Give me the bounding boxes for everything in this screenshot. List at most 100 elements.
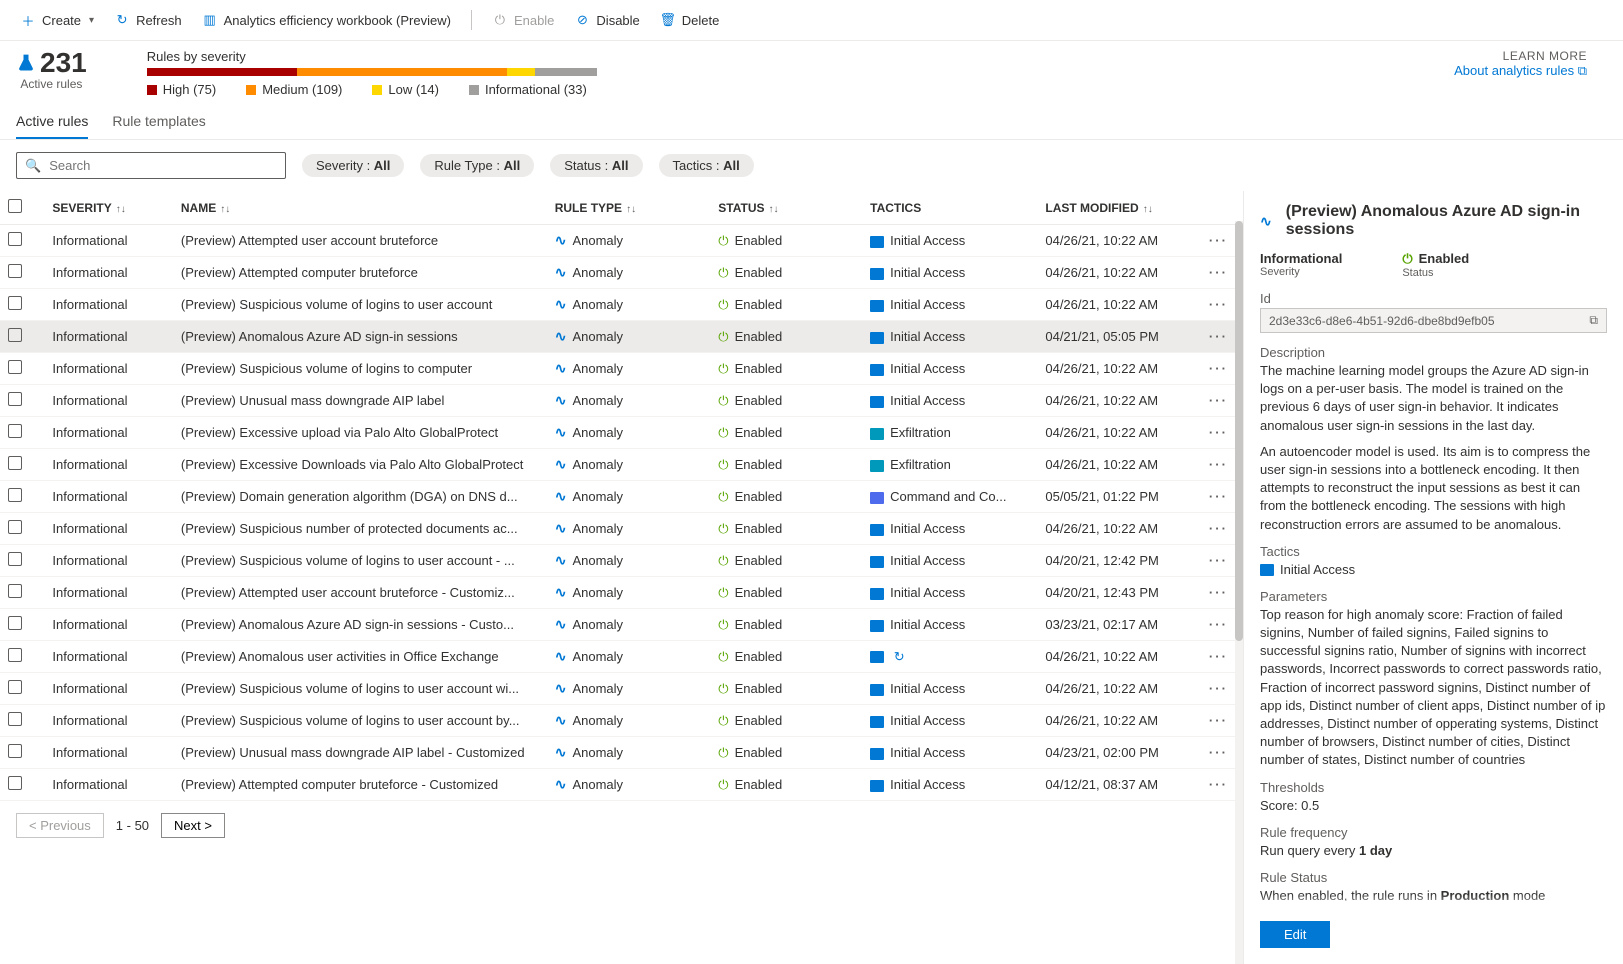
tab-rule-templates[interactable]: Rule templates: [112, 113, 205, 139]
filter-ruletype[interactable]: Rule Type : All: [420, 154, 534, 177]
tactic-icon: [870, 556, 884, 568]
more-icon[interactable]: ···: [1209, 361, 1228, 376]
row-checkbox[interactable]: [8, 424, 22, 438]
more-icon[interactable]: ···: [1209, 489, 1228, 504]
cell-severity: Informational: [44, 641, 173, 673]
table-row[interactable]: Informational(Preview) Excessive upload …: [0, 417, 1243, 449]
details-title: ∿ (Preview) Anomalous Azure AD sign-in s…: [1260, 203, 1607, 239]
more-icon[interactable]: ···: [1209, 233, 1228, 248]
row-checkbox[interactable]: [8, 456, 22, 470]
power-icon: ⏻: [718, 713, 728, 728]
col-tactics[interactable]: TACTICS: [862, 191, 1037, 225]
more-icon[interactable]: ···: [1209, 425, 1228, 440]
row-checkbox[interactable]: [8, 584, 22, 598]
workbook-button[interactable]: ▥ Analytics efficiency workbook (Preview…: [194, 8, 459, 32]
cell-status: ⏻Enabled: [710, 353, 862, 385]
table-row[interactable]: Informational(Preview) Suspicious volume…: [0, 353, 1243, 385]
create-label: Create: [42, 13, 81, 28]
col-ruletype[interactable]: RULE TYPE↑↓: [547, 191, 711, 225]
table-row[interactable]: Informational(Preview) Attempted compute…: [0, 257, 1243, 289]
table-row[interactable]: Informational(Preview) Anomalous Azure A…: [0, 321, 1243, 353]
rules-count-label: Active rules: [20, 77, 82, 91]
table-row[interactable]: Informational(Preview) Domain generation…: [0, 481, 1243, 513]
filter-status[interactable]: Status : All: [550, 154, 642, 177]
search-box[interactable]: 🔍: [16, 152, 286, 179]
table-row[interactable]: Informational(Preview) Excessive Downloa…: [0, 449, 1243, 481]
more-icon[interactable]: ···: [1209, 457, 1228, 472]
table-row[interactable]: Informational(Preview) Anomalous user ac…: [0, 641, 1243, 673]
table-row[interactable]: Informational(Preview) Suspicious volume…: [0, 545, 1243, 577]
more-icon[interactable]: ···: [1209, 393, 1228, 408]
cell-type: ∿Anomaly: [547, 769, 711, 801]
refresh-button[interactable]: ↻ Refresh: [106, 8, 190, 32]
table-row[interactable]: Informational(Preview) Suspicious volume…: [0, 289, 1243, 321]
cell-tactics: Initial Access: [862, 321, 1037, 353]
row-checkbox[interactable]: [8, 232, 22, 246]
more-icon[interactable]: ···: [1209, 265, 1228, 280]
col-name[interactable]: NAME↑↓: [173, 191, 547, 225]
more-icon[interactable]: ···: [1209, 617, 1228, 632]
more-icon[interactable]: ···: [1209, 681, 1228, 696]
cell-status: ⏻Enabled: [710, 417, 862, 449]
about-link[interactable]: About analytics rules ⧉: [1454, 63, 1587, 78]
row-checkbox[interactable]: [8, 488, 22, 502]
prev-button[interactable]: < Previous: [16, 813, 104, 838]
table-row[interactable]: Informational(Preview) Unusual mass down…: [0, 737, 1243, 769]
scrollbar-thumb[interactable]: [1235, 221, 1243, 641]
table-row[interactable]: Informational(Preview) Attempted user ac…: [0, 577, 1243, 609]
cell-status: ⏻Enabled: [710, 673, 862, 705]
table-row[interactable]: Informational(Preview) Suspicious number…: [0, 513, 1243, 545]
more-icon[interactable]: ···: [1209, 297, 1228, 312]
more-icon[interactable]: ···: [1209, 329, 1228, 344]
more-icon[interactable]: ···: [1209, 777, 1228, 792]
filter-tactics[interactable]: Tactics : All: [659, 154, 754, 177]
filter-severity[interactable]: Severity : All: [302, 154, 404, 177]
col-modified[interactable]: LAST MODIFIED↑↓: [1037, 191, 1201, 225]
col-severity[interactable]: SEVERITY↑↓: [44, 191, 173, 225]
select-all-checkbox[interactable]: [8, 199, 22, 213]
search-input[interactable]: [47, 157, 277, 174]
more-icon[interactable]: ···: [1209, 713, 1228, 728]
anomaly-icon: ∿: [555, 392, 567, 408]
col-status[interactable]: STATUS↑↓: [710, 191, 862, 225]
row-checkbox[interactable]: [8, 392, 22, 406]
row-checkbox[interactable]: [8, 616, 22, 630]
row-checkbox[interactable]: [8, 296, 22, 310]
row-checkbox[interactable]: [8, 680, 22, 694]
row-checkbox[interactable]: [8, 712, 22, 726]
table-row[interactable]: Informational(Preview) Unusual mass down…: [0, 385, 1243, 417]
row-checkbox[interactable]: [8, 776, 22, 790]
table-row[interactable]: Informational(Preview) Suspicious volume…: [0, 673, 1243, 705]
table-row[interactable]: Informational(Preview) Anomalous Azure A…: [0, 609, 1243, 641]
create-button[interactable]: ＋ Create ▾: [12, 8, 102, 32]
thresholds-label: Thresholds: [1260, 780, 1607, 795]
more-icon[interactable]: ···: [1209, 585, 1228, 600]
disable-button[interactable]: ⊘ Disable: [566, 8, 647, 32]
anomaly-icon: ∿: [555, 360, 567, 376]
row-checkbox[interactable]: [8, 520, 22, 534]
delete-button[interactable]: 🗑 Delete: [652, 8, 728, 32]
copy-icon[interactable]: ⧉: [1589, 313, 1598, 328]
more-icon[interactable]: ···: [1209, 521, 1228, 536]
cell-severity: Informational: [44, 449, 173, 481]
cell-tactics: Initial Access: [862, 385, 1037, 417]
more-icon[interactable]: ···: [1209, 745, 1228, 760]
row-checkbox[interactable]: [8, 648, 22, 662]
search-icon: 🔍: [25, 158, 41, 174]
edit-button[interactable]: Edit: [1260, 921, 1330, 948]
cell-severity: Informational: [44, 705, 173, 737]
next-button[interactable]: Next >: [161, 813, 225, 838]
more-icon[interactable]: ···: [1209, 553, 1228, 568]
table-row[interactable]: Informational(Preview) Attempted user ac…: [0, 225, 1243, 257]
table-row[interactable]: Informational(Preview) Suspicious volume…: [0, 705, 1243, 737]
table-row[interactable]: Informational(Preview) Attempted compute…: [0, 769, 1243, 801]
enable-button[interactable]: ⏻ Enable: [484, 8, 562, 32]
tab-active-rules[interactable]: Active rules: [16, 113, 88, 139]
row-checkbox[interactable]: [8, 360, 22, 374]
row-checkbox[interactable]: [8, 328, 22, 342]
row-checkbox[interactable]: [8, 264, 22, 278]
more-icon[interactable]: ···: [1209, 649, 1228, 664]
cell-severity: Informational: [44, 609, 173, 641]
row-checkbox[interactable]: [8, 552, 22, 566]
row-checkbox[interactable]: [8, 744, 22, 758]
